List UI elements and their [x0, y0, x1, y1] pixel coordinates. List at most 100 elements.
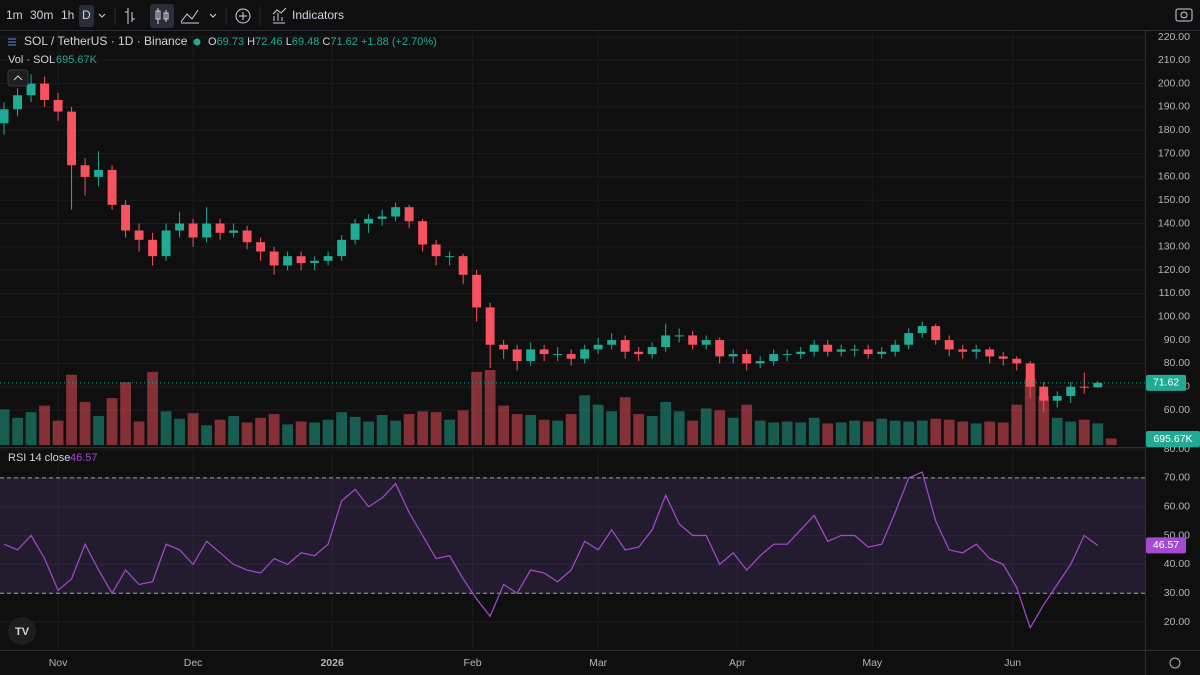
candle-body	[121, 204, 131, 231]
volume-bar	[147, 371, 158, 445]
x-tick-label: Dec	[184, 657, 203, 669]
candle-body	[553, 354, 563, 356]
volume-bar	[187, 413, 199, 445]
volume-bar	[1038, 396, 1050, 445]
indicators-button[interactable]: Indicators	[292, 8, 344, 22]
volume-bar	[336, 412, 348, 445]
candle-body	[80, 165, 90, 177]
volume-bar	[241, 422, 253, 445]
candle-body	[985, 349, 995, 357]
x-tick-label: Feb	[464, 657, 482, 669]
candle-body	[728, 354, 738, 357]
volume-bar	[592, 404, 604, 445]
x-tick-label: Mar	[589, 657, 608, 669]
candle-body	[242, 230, 252, 243]
volume-bar	[1011, 404, 1023, 445]
candle-body	[998, 356, 1008, 359]
candle-body	[917, 326, 927, 334]
volume-bar	[525, 415, 537, 445]
candle-body	[836, 349, 846, 352]
compare-icon	[239, 12, 247, 20]
candle-body	[0, 109, 9, 124]
volume-bar	[822, 423, 834, 445]
bar-style-icon[interactable]	[125, 8, 135, 24]
volume-bar	[309, 422, 321, 445]
candle-body	[944, 340, 954, 350]
compare-icon[interactable]	[235, 8, 251, 24]
y-tick-label: 160.00	[1158, 171, 1190, 183]
logo-bg[interactable]	[8, 617, 36, 645]
candle-body	[283, 256, 293, 266]
y-tick-label: 60.00	[1164, 404, 1190, 416]
candle-body	[701, 340, 711, 345]
candle-body	[715, 340, 725, 357]
candle-body	[431, 244, 441, 257]
candle-body	[485, 307, 495, 345]
interval-button[interactable]: 30m	[30, 8, 53, 22]
volume-bar	[174, 418, 185, 445]
price-tag-bg	[1146, 374, 1186, 391]
volume-bar	[52, 420, 64, 445]
y-tick-label: 190.00	[1158, 101, 1190, 113]
volume-bar	[633, 414, 645, 445]
volume-legend-value: 695.67K	[56, 54, 98, 66]
candle-body	[404, 207, 414, 222]
volume-bar	[457, 410, 469, 445]
volume-bar	[781, 421, 793, 445]
rsi-legend-value: 46.57	[70, 452, 98, 464]
y-tick-label: 120.00	[1158, 264, 1190, 276]
volume-bar	[1078, 419, 1090, 445]
candle-body	[107, 169, 117, 205]
interval-active-bg	[79, 5, 94, 27]
price-tag: 71.62	[1153, 377, 1179, 389]
ohlc-legend: O69.73 H72.46 L69.48 C71.62 +1.88 (+2.70…	[208, 36, 437, 48]
volume-bar	[565, 414, 577, 445]
rsi-tick-label: 30.00	[1164, 587, 1190, 599]
candle-body	[796, 351, 806, 355]
indicators-icon[interactable]	[272, 7, 287, 24]
rsi-tick-label: 60.00	[1164, 500, 1190, 512]
screenshot-icon[interactable]	[1175, 8, 1193, 22]
volume-bar	[201, 425, 212, 445]
volume-bar	[646, 415, 658, 445]
interval-button[interactable]: 1h	[61, 8, 74, 22]
volume-bar	[754, 420, 766, 445]
screenshot-icon	[1180, 11, 1188, 19]
volume-bar	[1092, 423, 1104, 445]
x-tick-label: May	[862, 657, 883, 669]
candle-body	[445, 256, 455, 258]
volume-bar	[295, 421, 307, 445]
x-tick-label: 2026	[320, 657, 344, 669]
candle-body	[202, 223, 212, 238]
interval-button[interactable]: D	[82, 8, 91, 22]
volume-bar	[930, 418, 942, 445]
legend-change: +1.88 (+2.70%)	[361, 36, 437, 48]
area-style-icon[interactable]	[180, 9, 199, 24]
candle-body	[296, 256, 306, 264]
candle-body	[256, 242, 266, 252]
dropdown-icon[interactable]	[98, 13, 106, 18]
candle-body	[958, 349, 968, 352]
volume-bar	[430, 412, 442, 445]
volume-bar	[538, 419, 550, 445]
candle-body	[971, 349, 981, 352]
candle-body	[674, 335, 684, 337]
volume-bar	[808, 417, 820, 445]
volume-bar	[349, 416, 361, 445]
volume-bar	[687, 420, 699, 445]
x-tick-label: Jun	[1004, 657, 1021, 669]
volume-bar	[795, 422, 807, 445]
volume-bar	[403, 414, 415, 445]
settings-icon[interactable]	[1169, 657, 1181, 669]
volume-bar	[916, 420, 928, 445]
volume-bar	[943, 419, 955, 445]
legend-key: H	[247, 36, 255, 48]
collapse-button[interactable]	[7, 69, 29, 87]
dropdown-icon[interactable]	[209, 13, 217, 18]
volume-bar	[984, 421, 996, 445]
rsi-tag: 46.57	[1153, 539, 1179, 551]
candle-body	[215, 223, 225, 233]
volume-bar	[579, 395, 591, 445]
interval-button[interactable]: 1m	[6, 8, 23, 22]
